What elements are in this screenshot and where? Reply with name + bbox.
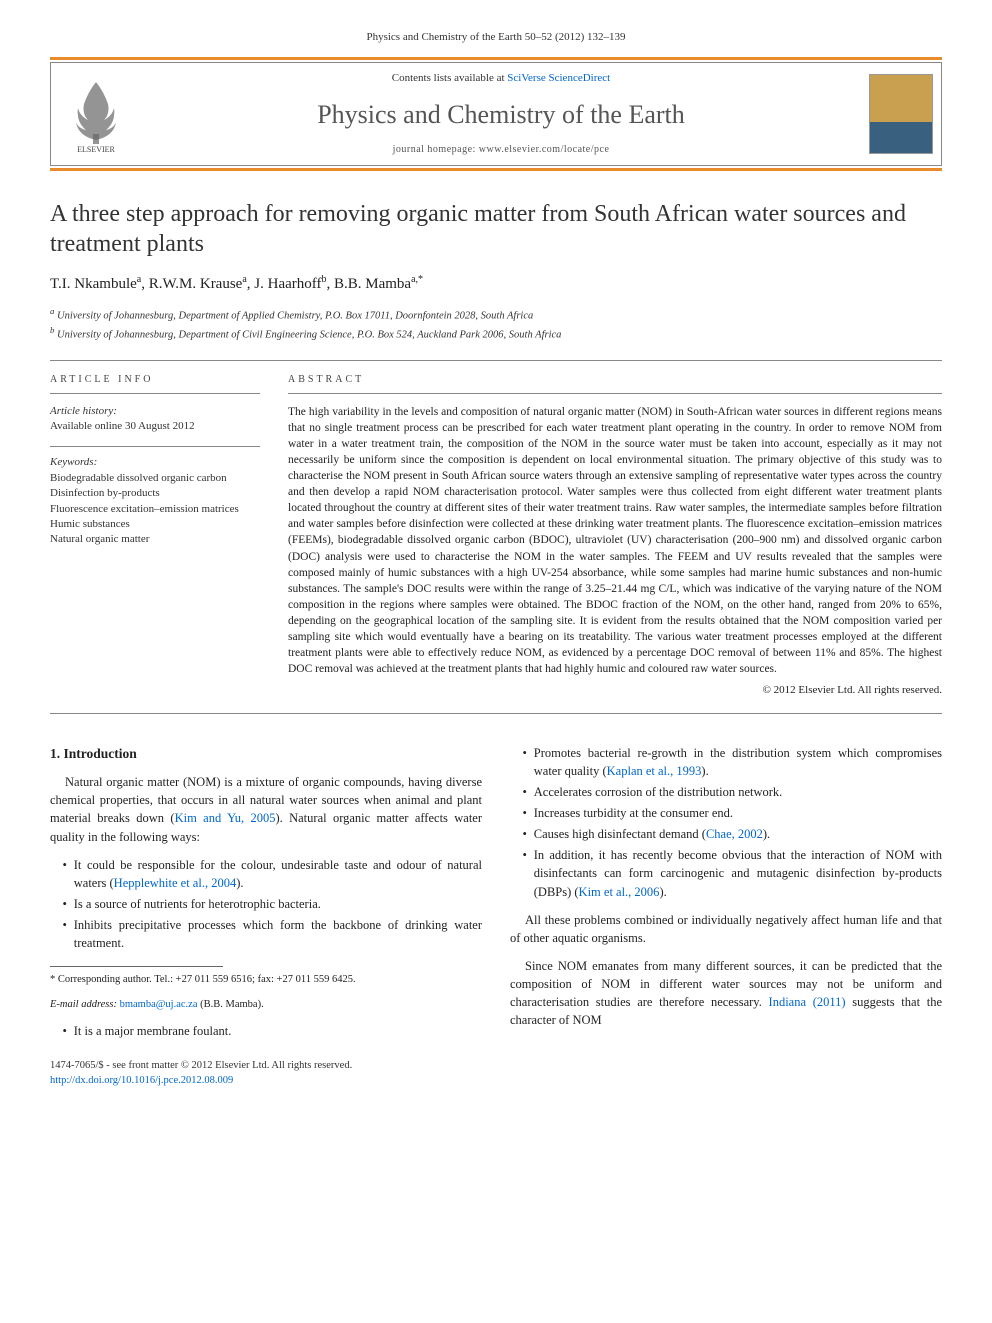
article-info-column: ARTICLE INFO Article history: Available … bbox=[50, 367, 260, 699]
author-1: T.I. Nkambule bbox=[50, 276, 137, 292]
bullet-l-1: Is a source of nutrients for heterotroph… bbox=[63, 895, 483, 913]
email-line: E-mail address: bmamba@uj.ac.za (B.B. Ma… bbox=[50, 998, 482, 1012]
info-abstract-row: ARTICLE INFO Article history: Available … bbox=[50, 367, 942, 699]
keyword-0: Biodegradable dissolved organic carbon bbox=[50, 471, 260, 486]
bullet-r-3: Increases turbidity at the consumer end. bbox=[523, 804, 943, 822]
intro-para-2: All these problems combined or individua… bbox=[510, 911, 942, 947]
email-label: E-mail address: bbox=[50, 999, 117, 1010]
affiliation-b-text: University of Johannesburg, Department o… bbox=[57, 330, 561, 341]
history-value: Available online 30 August 2012 bbox=[50, 419, 260, 434]
footnote-block: * Corresponding author. Tel.: +27 011 55… bbox=[50, 966, 482, 1011]
br5-post: ). bbox=[659, 885, 666, 899]
bullet-r-1: Promotes bacterial re-growth in the dist… bbox=[523, 744, 943, 780]
page-footer: 1474-7065/$ - see front matter © 2012 El… bbox=[50, 1059, 942, 1088]
ref-indiana-2011[interactable]: Indiana (2011) bbox=[769, 995, 846, 1009]
intro-para-3: Since NOM emanates from many different s… bbox=[510, 957, 942, 1030]
bl1-pre: Is a source of nutrients for heterotroph… bbox=[74, 897, 321, 911]
sciencedirect-link[interactable]: SciVerse ScienceDirect bbox=[507, 72, 610, 84]
br4-pre: Causes high disinfectant demand ( bbox=[534, 827, 706, 841]
email-link[interactable]: bmamba@uj.ac.za bbox=[120, 999, 198, 1010]
front-matter-line: 1474-7065/$ - see front matter © 2012 El… bbox=[50, 1059, 352, 1074]
bl2-pre: Inhibits precipitative processes which f… bbox=[74, 918, 482, 950]
keywords-block: Keywords: Biodegradable dissolved organi… bbox=[50, 455, 260, 547]
ref-hepplewhite-2004[interactable]: Hepplewhite et al., 2004 bbox=[114, 876, 237, 890]
keywords-label: Keywords: bbox=[50, 455, 260, 470]
publisher-logo: ELSEVIER bbox=[51, 63, 141, 165]
affiliation-b: b University of Johannesburg, Department… bbox=[50, 324, 942, 343]
abstract-column: ABSTRACT The high variability in the lev… bbox=[288, 367, 942, 699]
affiliation-a-text: University of Johannesburg, Department o… bbox=[57, 311, 533, 322]
keyword-2: Fluorescence excitation–emission matrice… bbox=[50, 502, 260, 517]
footer-left: 1474-7065/$ - see front matter © 2012 El… bbox=[50, 1059, 352, 1088]
bullet-list-left: It could be responsible for the colour, … bbox=[50, 856, 482, 953]
author-3-aff: b bbox=[322, 274, 327, 285]
br1-pre: Promotes bacterial re-growth in the dist… bbox=[534, 746, 942, 778]
br4-post: ). bbox=[763, 827, 770, 841]
br1-post: ). bbox=[701, 764, 708, 778]
br2-pre: Accelerates corrosion of the distributio… bbox=[534, 785, 783, 799]
contents-available-line: Contents lists available at SciVerse Sci… bbox=[151, 71, 851, 86]
author-3: J. Haarhoff bbox=[254, 276, 321, 292]
bullet-r-2: Accelerates corrosion of the distributio… bbox=[523, 783, 943, 801]
keyword-1: Disinfection by-products bbox=[50, 486, 260, 501]
article-title: A three step approach for removing organ… bbox=[50, 199, 942, 259]
section-1-heading: 1. Introduction bbox=[50, 744, 482, 764]
ref-kaplan-1993[interactable]: Kaplan et al., 1993 bbox=[607, 764, 702, 778]
author-1-aff: a bbox=[137, 274, 141, 285]
ref-kim-2006[interactable]: Kim et al., 2006 bbox=[579, 885, 660, 899]
keyword-3: Humic substances bbox=[50, 517, 260, 532]
citation-line: Physics and Chemistry of the Earth 50–52… bbox=[50, 30, 942, 45]
elsevier-tree-icon: ELSEVIER bbox=[60, 74, 132, 154]
journal-cover-cell bbox=[861, 63, 941, 165]
homepage-url[interactable]: www.elsevier.com/locate/pce bbox=[479, 144, 610, 155]
authors-line: T.I. Nkambulea, R.W.M. Krausea, J. Haarh… bbox=[50, 273, 942, 295]
bullet-l-0: It could be responsible for the colour, … bbox=[63, 856, 483, 892]
br3-pre: Increases turbidity at the consumer end. bbox=[534, 806, 733, 820]
bullet-l-2: Inhibits precipitative processes which f… bbox=[63, 916, 483, 952]
author-2: R.W.M. Krause bbox=[149, 276, 243, 292]
corresponding-author: * Corresponding author. Tel.: +27 011 55… bbox=[50, 973, 482, 987]
journal-homepage-line: journal homepage: www.elsevier.com/locat… bbox=[151, 143, 851, 157]
journal-header: ELSEVIER Contents lists available at Sci… bbox=[50, 62, 942, 166]
journal-cover-thumbnail bbox=[869, 74, 933, 154]
author-4: B.B. Mamba bbox=[334, 276, 411, 292]
abstract-text: The high variability in the levels and c… bbox=[288, 404, 942, 678]
header-center: Contents lists available at SciVerse Sci… bbox=[141, 63, 861, 165]
keyword-4: Natural organic matter bbox=[50, 532, 260, 547]
abstract-label: ABSTRACT bbox=[288, 367, 942, 394]
homepage-prefix: journal homepage: bbox=[393, 144, 479, 155]
article-history: Article history: Available online 30 Aug… bbox=[50, 404, 260, 435]
contents-prefix: Contents lists available at bbox=[392, 72, 507, 84]
intro-para-1: Natural organic matter (NOM) is a mixtur… bbox=[50, 773, 482, 846]
email-name: (B.B. Mamba). bbox=[200, 999, 264, 1010]
affiliations: a University of Johannesburg, Department… bbox=[50, 305, 942, 344]
ref-chae-2002[interactable]: Chae, 2002 bbox=[706, 827, 763, 841]
doi-link[interactable]: http://dx.doi.org/10.1016/j.pce.2012.08.… bbox=[50, 1075, 233, 1086]
info-divider bbox=[50, 446, 260, 447]
ref-kim-yu-2005[interactable]: Kim and Yu, 2005 bbox=[175, 811, 276, 825]
svg-text:ELSEVIER: ELSEVIER bbox=[77, 145, 115, 154]
divider-top bbox=[50, 360, 942, 361]
footnote-separator bbox=[50, 966, 223, 967]
body-columns: 1. Introduction Natural organic matter (… bbox=[50, 744, 942, 1041]
br0-pre: It is a major membrane foulant. bbox=[74, 1024, 232, 1038]
bl0-post: ). bbox=[236, 876, 243, 890]
journal-name: Physics and Chemistry of the Earth bbox=[151, 97, 851, 133]
author-2-aff: a bbox=[242, 274, 246, 285]
bullet-r-4: Causes high disinfectant demand (Chae, 2… bbox=[523, 825, 943, 843]
author-4-aff: a,* bbox=[411, 274, 423, 285]
article-info-label: ARTICLE INFO bbox=[50, 367, 260, 394]
abstract-copyright: © 2012 Elsevier Ltd. All rights reserved… bbox=[288, 683, 942, 698]
bullet-r-5: In addition, it has recently become obvi… bbox=[523, 846, 943, 900]
divider-bottom bbox=[50, 713, 942, 714]
bullet-r-0: It is a major membrane foulant. bbox=[63, 1022, 483, 1040]
affiliation-a: a University of Johannesburg, Department… bbox=[50, 305, 942, 324]
history-label: Article history: bbox=[50, 404, 260, 419]
